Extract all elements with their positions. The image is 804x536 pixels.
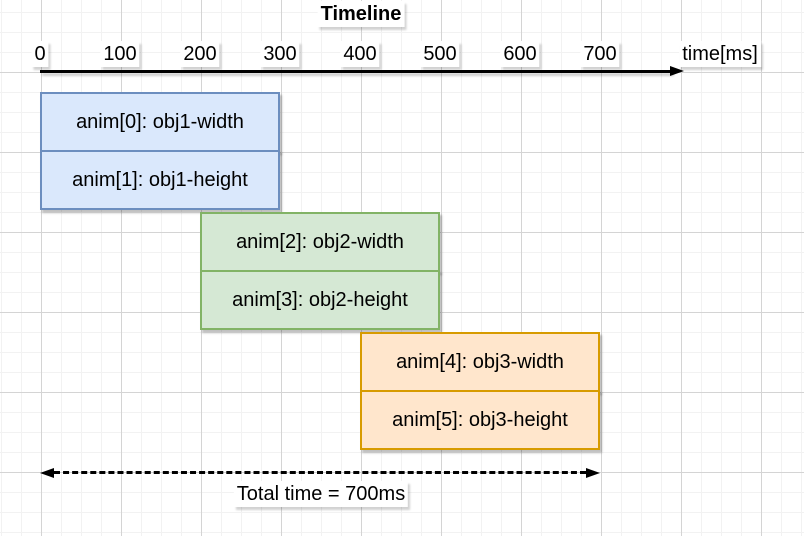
bar-anim-4-label: anim[4]: obj3-width (396, 350, 564, 373)
bar-anim-3: anim[3]: obj2-height (200, 270, 440, 330)
diagram-title: Timeline (317, 1, 405, 27)
bar-anim-1: anim[1]: obj1-height (40, 150, 280, 210)
axis-unit-label: time[ms] (679, 41, 761, 67)
anim-group-obj2: anim[2]: obj2-width anim[3]: obj2-height (200, 212, 440, 330)
bar-anim-0: anim[0]: obj1-width (40, 92, 280, 152)
anim-group-obj3: anim[4]: obj3-width anim[5]: obj3-height (360, 332, 600, 450)
total-arrowhead-right-icon (586, 468, 600, 478)
axis-tick-300: 300 (260, 41, 300, 67)
time-axis-line (40, 70, 672, 73)
bar-anim-1-label: anim[1]: obj1-height (72, 168, 248, 191)
anim-group-obj1: anim[0]: obj1-width anim[1]: obj1-height (40, 92, 280, 210)
bar-anim-4: anim[4]: obj3-width (360, 332, 600, 392)
axis-tick-500: 500 (420, 41, 460, 67)
total-time-label: Total time = 700ms (233, 481, 409, 507)
axis-tick-100: 100 (100, 41, 140, 67)
bar-anim-3-label: anim[3]: obj2-height (232, 288, 408, 311)
bar-anim-2-label: anim[2]: obj2-width (236, 230, 404, 253)
axis-arrowhead-right-icon (670, 66, 684, 76)
axis-tick-600: 600 (500, 41, 540, 67)
axis-tick-400: 400 (340, 41, 380, 67)
axis-tick-700: 700 (580, 41, 620, 67)
bar-anim-5: anim[5]: obj3-height (360, 390, 600, 450)
bar-anim-5-label: anim[5]: obj3-height (392, 408, 568, 431)
total-time-dashed-line (54, 471, 586, 474)
total-arrowhead-left-icon (40, 468, 54, 478)
bar-anim-2: anim[2]: obj2-width (200, 212, 440, 272)
axis-tick-0: 0 (31, 41, 49, 67)
axis-tick-200: 200 (180, 41, 220, 67)
bar-anim-0-label: anim[0]: obj1-width (76, 110, 244, 133)
